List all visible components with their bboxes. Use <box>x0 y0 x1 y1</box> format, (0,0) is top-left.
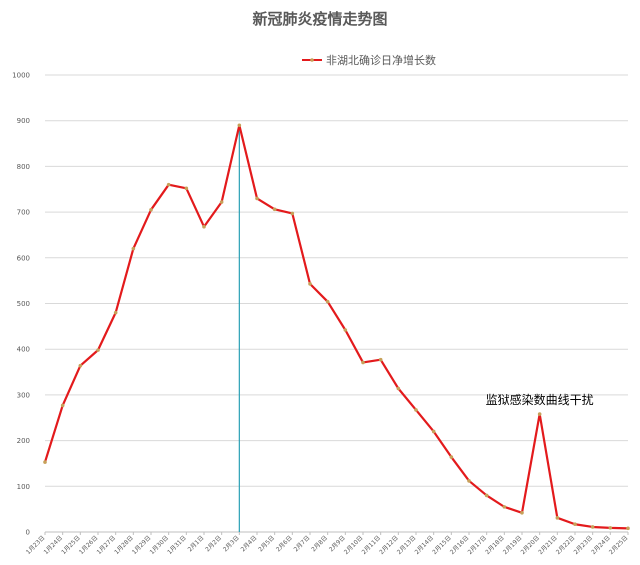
x-tick-label: 2月1日 <box>187 534 206 553</box>
data-point <box>378 357 383 362</box>
data-point <box>149 208 153 212</box>
y-axis: 0 100 200 300 400 500 600 700 800 900 1000 <box>12 72 30 537</box>
x-tick-label: 2月5日 <box>257 534 276 553</box>
data-point <box>184 186 189 191</box>
data-point <box>449 455 454 459</box>
x-tick-label: 2月4日 <box>240 534 259 553</box>
data-point <box>414 408 418 412</box>
legend-marker <box>310 58 314 62</box>
annotation-text: 监狱感染数曲线干扰 <box>486 392 594 407</box>
data-point <box>467 479 471 483</box>
y-tick-label: 200 <box>17 437 30 445</box>
data-point <box>573 522 577 527</box>
data-point <box>484 493 489 498</box>
data-point <box>237 123 242 128</box>
data-point <box>166 182 171 187</box>
data-point <box>626 526 630 531</box>
x-tick-label: 2月2日 <box>204 534 223 553</box>
y-tick-label: 600 <box>17 254 30 262</box>
data-point <box>202 224 206 229</box>
data-point <box>308 282 312 286</box>
chart-title: 新冠肺炎疫情走势图 <box>252 10 387 28</box>
data-point <box>43 460 47 464</box>
x-axis: 1月23日1月24日1月25日1月26日1月27日1月28日1月29日1月30日… <box>25 532 630 556</box>
x-tick-label: 2月7日 <box>293 534 312 553</box>
data-point <box>272 207 277 212</box>
x-tick-label: 2月6日 <box>275 534 294 553</box>
data-point <box>361 360 365 365</box>
data-point <box>255 196 259 201</box>
y-tick-label: 0 <box>26 529 30 537</box>
y-tick-label: 900 <box>17 117 30 125</box>
data-point <box>555 516 560 520</box>
data-point <box>96 348 100 352</box>
y-tick-label: 1000 <box>12 72 30 80</box>
data-point <box>502 505 507 509</box>
annotations: 监狱感染数曲线干扰 <box>486 392 594 407</box>
data-point <box>131 246 136 251</box>
x-tick-label: 1月31日 <box>166 534 188 556</box>
data-point <box>590 525 595 529</box>
gridlines <box>45 74 628 533</box>
y-tick-label: 400 <box>17 346 30 354</box>
series-line <box>43 124 629 530</box>
data-point <box>520 511 524 515</box>
data-point <box>60 403 65 408</box>
data-point <box>78 363 83 368</box>
data-point <box>431 429 436 434</box>
data-point <box>290 211 295 216</box>
x-tick-label: 2月8日 <box>310 534 329 553</box>
data-point <box>608 526 613 530</box>
y-tick-label: 700 <box>17 209 30 217</box>
x-tick-label: 2月25日 <box>608 534 630 556</box>
data-point <box>343 328 348 332</box>
data-point <box>113 310 118 315</box>
y-tick-label: 500 <box>17 300 30 308</box>
data-point <box>537 412 542 416</box>
data-point <box>325 299 330 304</box>
y-tick-label: 300 <box>17 391 30 399</box>
legend: 非湖北确诊日净增长数 <box>302 53 436 67</box>
data-point <box>219 200 224 204</box>
data-point <box>396 386 401 391</box>
series-group <box>43 123 630 531</box>
y-tick-label: 100 <box>17 483 30 491</box>
legend-label: 非湖北确诊日净增长数 <box>326 53 436 67</box>
x-tick-label: 2月3日 <box>222 534 241 553</box>
y-tick-label: 800 <box>17 163 30 171</box>
